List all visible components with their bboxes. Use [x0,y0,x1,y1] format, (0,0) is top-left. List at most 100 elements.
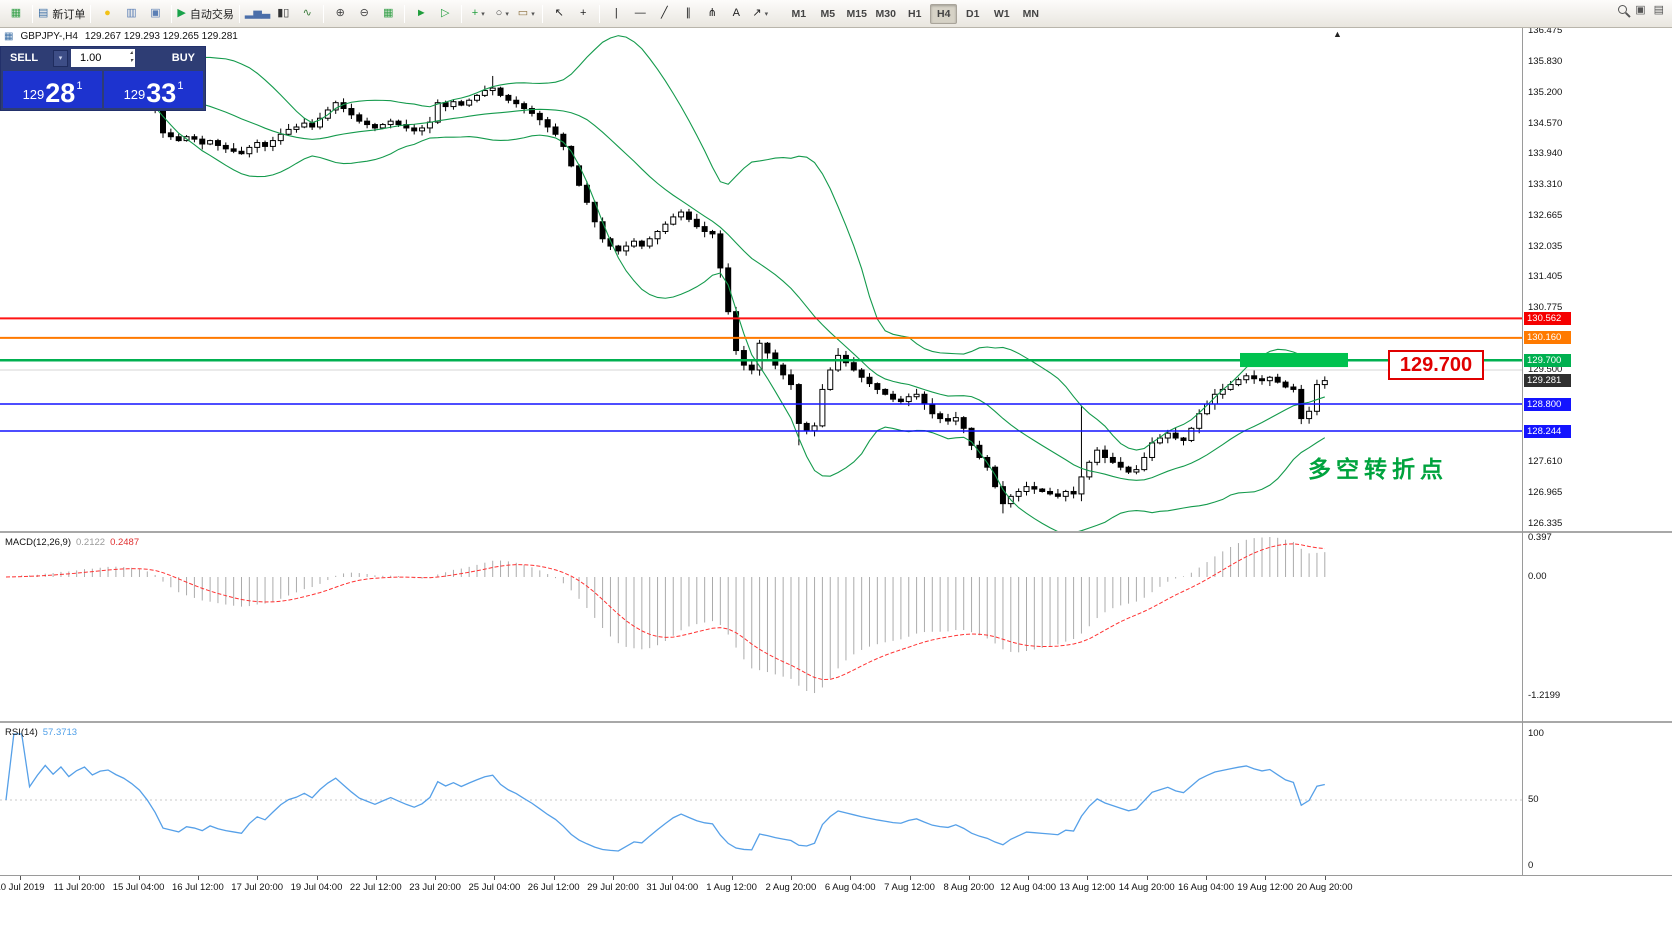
time-axis-tick [197,876,199,880]
auto-scroll-button[interactable]: ► [410,3,432,24]
time-axis-label: 15 Jul 04:00 [112,882,165,893]
time-axis-label: 25 Jul 04:00 [468,882,521,893]
indicators-icon: + [471,7,479,19]
rsi-axis-label: 0 [1528,860,1534,871]
main-macd-splitter[interactable] [0,531,1672,533]
terminal-icon: ▦ [10,7,22,19]
price-axis[interactable]: 136.475 135.830 135.200 134.570 133.940 133.3… [1523,0,1671,948]
cursor-icon: ↖ [554,7,564,19]
price-axis-label: 135.830 [1528,56,1563,68]
crosshair-button[interactable]: + [572,3,594,24]
time-axis-label: 2 Aug 20:00 [765,882,817,893]
time-axis[interactable]: 10 Jul 2019 11 Jul 20:00 15 Jul 04:00 16 Ju… [0,875,1672,948]
new-order-button[interactable]: ▤ 新订单 [38,3,85,24]
timeframe-m1[interactable]: M1 [791,7,807,20]
cursor-button[interactable]: ↖ [548,3,570,24]
time-axis-tick [435,876,437,880]
grid-button[interactable]: ▦ [377,3,399,24]
new-window-icon[interactable]: ▣ [1635,4,1646,16]
price-tag-130.160: 130.160 [1524,331,1571,345]
time-axis-tick [850,876,852,880]
trendline-button[interactable]: ╱ [653,3,675,24]
time-axis-tick [553,876,555,880]
candlestick-series [3,75,1328,514]
timeframe-m5[interactable]: M5 [820,7,836,20]
timeframe-mn[interactable]: MN [1022,7,1039,20]
volume-input[interactable]: 1.00 ▴ ▾ [71,49,135,67]
auto-trading-button[interactable]: ▶ 自动交易 [177,3,233,24]
text-button[interactable]: A [725,3,747,24]
zoom-in-button[interactable]: ⊕ [329,3,351,24]
macd-axis-label: 0.00 [1528,571,1547,582]
toolbar-separator [171,4,173,23]
horizontal-line-button[interactable]: — [629,3,651,24]
supply-zone-rect[interactable] [1240,352,1348,368]
timeframe-m30[interactable]: M30 [875,7,896,20]
pitchfork-button[interactable]: ⋔ [701,3,723,24]
arrange-windows-icon[interactable]: ▤ [1653,4,1664,16]
time-axis-label: 19 Jul 04:00 [290,882,343,893]
rsi-axis: 100 50 0 [1523,0,1671,948]
volume-dropdown-caret-icon[interactable]: ▾ [53,49,68,67]
level-callout-box[interactable]: 129.700 [1388,350,1484,380]
price-tag-130.562: 130.562 [1524,311,1571,325]
candlestick-chart-button[interactable]: ▮▯ [272,3,294,24]
price-tag-129.700: 129.700 [1524,353,1571,367]
channel-button[interactable]: ∥ [677,3,699,24]
buy-button[interactable]: 129 33 1 [104,71,203,108]
volume-down-icon[interactable]: ▾ [129,57,133,64]
pitchfork-icon: ⋔ [707,7,717,19]
bar-chart-button[interactable]: ▂▅▃ [245,3,270,24]
macd-histogram [13,537,1326,694]
timeframe-h4[interactable]: H4 [930,3,958,24]
line-chart-button[interactable]: ∿ [296,3,318,24]
time-axis-label: 29 Jul 20:00 [587,882,639,893]
price-axis-label: 133.940 [1528,148,1563,160]
price-axis-label: 135.200 [1528,86,1563,98]
candlestick-chart-icon: ▮▯ [277,7,290,19]
grid-icon: ▦ [383,7,394,19]
time-axis-label: 23 Jul 20:00 [409,882,461,893]
search-icon[interactable] [1618,5,1628,14]
price-axis-label: 127.610 [1528,455,1563,467]
macd-signal-value: 0.2487 [110,537,140,548]
profiles-button[interactable]: ▥ [120,3,142,24]
time-axis-tick [20,876,21,880]
volume-spinner[interactable]: ▴ ▾ [130,50,133,65]
bar-chart-icon: ▂▅▃ [244,7,271,19]
timeframe-w1[interactable]: W1 [993,7,1010,20]
market-watch-button[interactable]: ▣ [144,3,166,24]
price-axis-label: 132.035 [1528,240,1563,252]
terminal-button[interactable]: ▦ [5,3,27,24]
indicators-button[interactable]: + ▾ [467,3,489,24]
time-axis-label: 12 Aug 04:00 [1000,882,1057,893]
macd-indicator-label: MACD(12,26,9) 0.2122 0.2487 [5,537,139,548]
sell-button[interactable]: 129 28 1 [3,71,102,108]
periods-button[interactable]: ○ ▾ [491,3,513,24]
time-axis-label: 6 Aug 04:00 [824,882,876,893]
chart-shift-button[interactable]: ▷ [434,3,456,24]
timeframe-d1[interactable]: D1 [966,7,980,20]
macd-rsi-splitter[interactable] [0,721,1672,723]
time-axis-label: 14 Aug 20:00 [1118,882,1175,893]
toolbar-right-icons: ▣ ▤ [1618,3,1664,16]
templates-icon: ▭ [517,7,529,19]
scroll-to-end-icon[interactable]: ▲ [1333,29,1342,39]
vertical-line-icon: | [614,7,618,19]
templates-button[interactable]: ▭ ▾ [515,3,537,24]
time-axis-tick [257,876,259,880]
timeframe-m15[interactable]: M15 [846,7,867,20]
timeframe-h1[interactable]: H1 [908,7,922,20]
lightbulb-button[interactable]: ● [96,3,118,24]
trade-panel-prices: 129 28 1 129 33 1 [1,69,205,110]
vertical-line-button[interactable]: | [605,3,627,24]
volume-up-icon[interactable]: ▴ [129,50,133,56]
zoom-out-button[interactable]: ⊖ [353,3,375,24]
line-chart-icon: ∿ [302,7,312,19]
rsi-indicator-label: RSI(14) 57.3713 [5,727,77,738]
rsi-value: 57.3713 [42,727,78,738]
shapes-button[interactable]: ↗ ▾ [749,3,771,24]
time-axis-label: 7 Aug 12:00 [884,882,935,893]
